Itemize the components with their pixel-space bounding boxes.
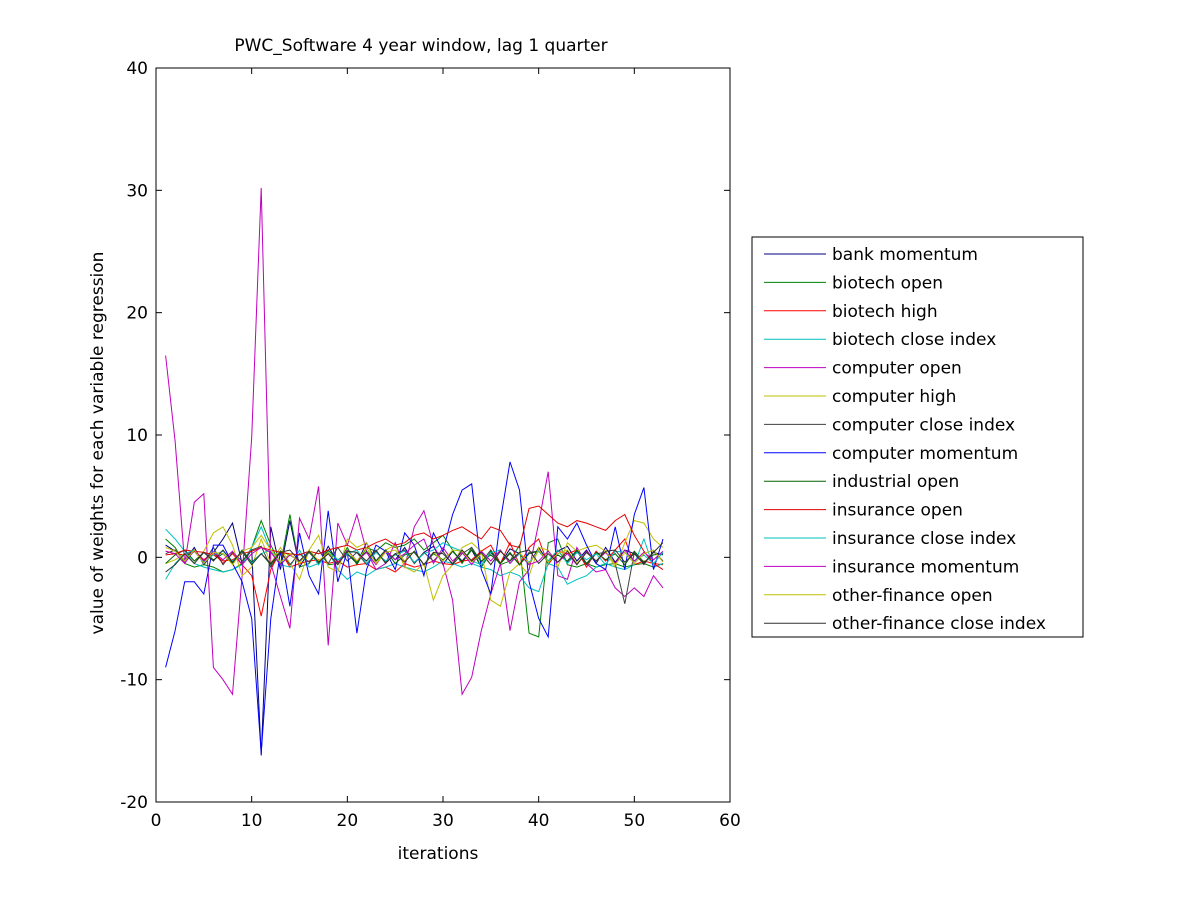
legend-label: industrial open [832, 472, 959, 492]
legend-box [751, 236, 1084, 638]
series-lines [165, 187, 664, 756]
legend-entries: bank momentum biotech open biotech high bio… [764, 245, 1046, 634]
y-tick-label: 10 [126, 426, 148, 446]
y-tick-label: 20 [126, 304, 148, 324]
x-tick-label: 50 [624, 811, 646, 831]
legend-item-computer-momentum: computer momentum [764, 444, 1018, 464]
legend-label: computer momentum [832, 444, 1018, 464]
y-tick-label: -20 [120, 793, 148, 813]
series-line-computer-high [165, 520, 664, 608]
legend-item-bank-momentum: bank momentum [764, 245, 978, 265]
legend-item-insurance-close-index: insurance close index [764, 529, 1016, 549]
legend-label: biotech high [832, 302, 938, 322]
series-line-other-finance-close-index [165, 542, 664, 573]
x-axis-label: iterations [398, 844, 479, 864]
legend-label: insurance momentum [832, 557, 1019, 577]
legend-item-biotech-close-index: biotech close index [764, 330, 996, 350]
legend-item-insurance-momentum: insurance momentum [764, 557, 1019, 577]
y-tick-label: 0 [137, 548, 148, 568]
legend-item-industrial-open: industrial open [764, 472, 959, 492]
series-line-insurance-open [165, 505, 664, 571]
legend-label: computer high [832, 387, 956, 407]
axis-ticks: 0 10 20 30 40 50 60 -20 -10 0 10 20 30 40 [120, 59, 741, 831]
series-line-computer-open [165, 187, 664, 696]
legend-item-computer-open: computer open [764, 359, 962, 379]
legend-item-biotech-high: biotech high [764, 302, 938, 322]
legend-label: computer close index [832, 415, 1015, 435]
legend-item-other-finance-close-index: other-finance close index [764, 614, 1046, 634]
x-tick-label: 0 [151, 811, 162, 831]
x-tick-label: 10 [241, 811, 263, 831]
x-tick-label: 40 [528, 811, 550, 831]
y-tick-label: 40 [126, 59, 148, 79]
legend-item-other-finance-open: other-finance open [764, 586, 993, 606]
x-tick-label: 60 [719, 811, 741, 831]
legend-item-biotech-open: biotech open [764, 273, 943, 293]
plot-frame [155, 67, 731, 803]
x-tick-label: 30 [432, 811, 454, 831]
plot-area: 0 10 20 30 40 50 60 -20 -10 0 10 20 30 40 [120, 59, 741, 831]
legend: bank momentum biotech open biotech high bio… [751, 236, 1084, 638]
legend-item-computer-high: computer high [764, 387, 956, 407]
chart-title: PWC_Software 4 year window, lag 1 quarte… [234, 36, 607, 56]
x-tick-label: 20 [337, 811, 359, 831]
legend-label: computer open [832, 359, 962, 379]
legend-label: insurance close index [832, 529, 1016, 549]
legend-label: biotech open [832, 273, 943, 293]
y-axis-label: value of weights for each variable regre… [88, 252, 108, 635]
legend-label: biotech close index [832, 330, 996, 350]
legend-label: bank momentum [832, 245, 978, 265]
series-line-computer-close-index [165, 545, 664, 604]
y-tick-label: 30 [126, 181, 148, 201]
legend-item-computer-close-index: computer close index [764, 415, 1015, 435]
legend-item-insurance-open: insurance open [764, 501, 963, 521]
legend-label: other-finance close index [832, 614, 1046, 634]
legend-label: other-finance open [832, 586, 993, 606]
y-tick-label: -10 [120, 671, 148, 691]
legend-label: insurance open [832, 501, 963, 521]
